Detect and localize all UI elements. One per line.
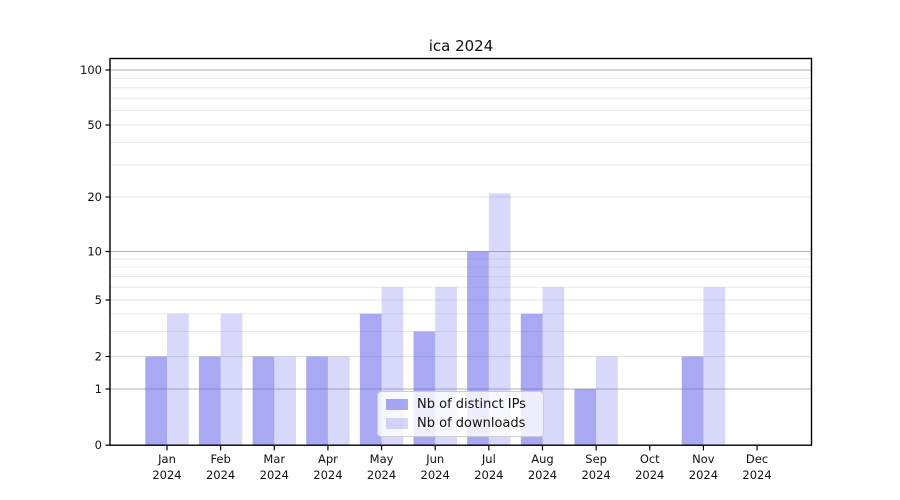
x-tick-label: Nov [692, 452, 715, 466]
y-tick-label: 50 [87, 118, 102, 132]
x-tick-label-year: 2024 [581, 468, 610, 482]
x-tick-label: Jun [425, 452, 444, 466]
x-tick-label: Sep [585, 452, 607, 466]
bar-distinct-ips [198, 356, 221, 446]
x-tick-label: Feb [210, 452, 230, 466]
y-tick-label: 1 [95, 382, 102, 396]
x-tick-label-year: 2024 [152, 468, 181, 482]
x-tick-label-year: 2024 [313, 468, 342, 482]
x-tick-label-year: 2024 [474, 468, 503, 482]
bar-downloads [327, 356, 350, 446]
x-tick-label-year: 2024 [689, 468, 718, 482]
bar-downloads [703, 287, 726, 446]
x-tick-label: Dec [746, 452, 768, 466]
x-tick-label-year: 2024 [367, 468, 396, 482]
x-tick-label: Jul [481, 452, 496, 466]
x-tick-label-year: 2024 [635, 468, 664, 482]
legend-swatch-distinct-ips-icon [386, 399, 408, 410]
legend-entry-downloads: Nb of downloads [386, 416, 543, 431]
x-tick-label: Oct [640, 452, 660, 466]
legend-entry-distinct-ips: Nb of distinct IPs [386, 397, 543, 412]
x-tick-label-year: 2024 [528, 468, 557, 482]
bar-downloads [274, 356, 296, 446]
bar-distinct-ips [145, 356, 167, 446]
bar-downloads [596, 356, 618, 446]
x-tick-label: Jan [157, 452, 176, 466]
bar-downloads [542, 287, 565, 446]
x-tick-label: May [370, 452, 394, 466]
x-tick-label: Mar [263, 452, 285, 466]
x-tick-label-year: 2024 [742, 468, 771, 482]
x-tick-label-year: 2024 [260, 468, 289, 482]
x-tick-label: Apr [318, 452, 338, 466]
y-tick-label: 0 [95, 438, 102, 452]
x-tick-label: Aug [531, 452, 553, 466]
bar-downloads [220, 313, 243, 446]
bar-distinct-ips [359, 313, 382, 446]
legend-label-downloads: Nb of downloads [417, 416, 526, 431]
bar-downloads [167, 313, 189, 446]
bar-distinct-ips [306, 356, 328, 446]
chart-title: ica 2024 [428, 37, 494, 55]
bar-downloads [488, 193, 511, 446]
legend-swatch-downloads-icon [386, 418, 408, 429]
legend: Nb of distinct IPs Nb of downloads [377, 391, 544, 437]
x-tick-label-year: 2024 [421, 468, 450, 482]
bar-distinct-ips [681, 356, 704, 446]
y-tick-label: 5 [95, 293, 102, 307]
y-tick-label: 10 [87, 245, 102, 259]
legend-label-distinct-ips: Nb of distinct IPs [417, 397, 526, 412]
y-tick-label: 2 [95, 350, 102, 364]
y-tick-label: 100 [80, 63, 102, 77]
x-tick-label-year: 2024 [206, 468, 235, 482]
bar-distinct-ips [574, 389, 597, 446]
y-tick-label: 20 [87, 190, 102, 204]
bar-distinct-ips [252, 356, 275, 446]
